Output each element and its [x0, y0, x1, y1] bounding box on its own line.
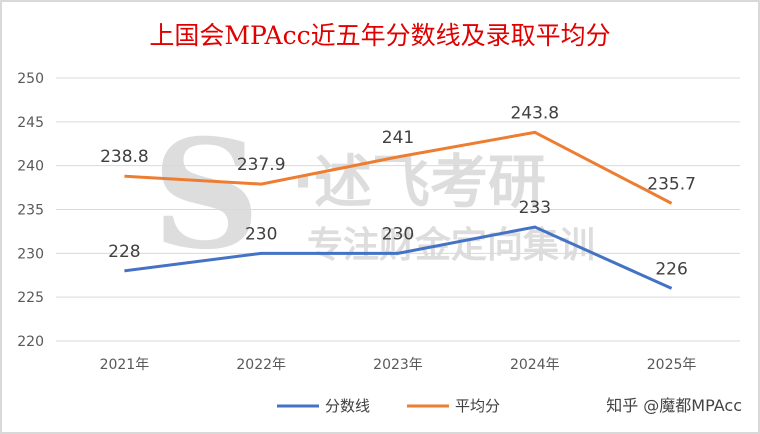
x-tick-label: 2022年 — [236, 357, 286, 373]
data-label: 233 — [519, 198, 551, 218]
svg-text:·述飞考研: ·述飞考研 — [292, 148, 546, 216]
data-label: 237.9 — [237, 155, 286, 175]
x-tick-label: 2021年 — [100, 357, 150, 373]
data-label: 243.8 — [510, 103, 559, 123]
y-tick-label: 245 — [17, 115, 44, 131]
legend-label: 平均分 — [455, 397, 500, 415]
x-tick-label: 2025年 — [647, 357, 697, 373]
data-label: 241 — [382, 128, 414, 148]
svg-text:专注财金定向集训: 专注财金定向集训 — [307, 224, 595, 266]
data-label: 230 — [245, 224, 277, 244]
y-tick-label: 220 — [17, 334, 44, 350]
data-label: 235.7 — [647, 174, 696, 194]
y-tick-label: 225 — [17, 290, 44, 306]
series-line-2 — [124, 130, 673, 205]
y-tick-label: 235 — [17, 203, 44, 219]
x-tick-label: 2023年 — [373, 357, 423, 373]
chart-title: 上国会MPAcc近五年分数线及录取平均分 — [149, 21, 611, 50]
x-tick-label: 2024年 — [510, 357, 560, 373]
legend-label: 分数线 — [325, 397, 370, 415]
data-label: 228 — [108, 242, 140, 262]
y-tick-label: 240 — [17, 159, 44, 175]
y-tick-label: 230 — [17, 246, 44, 262]
source-watermark: 知乎 @魔都MPAcc — [606, 396, 742, 415]
data-label: 226 — [655, 259, 687, 279]
data-label: 230 — [382, 224, 414, 244]
data-label: 238.8 — [100, 147, 149, 167]
y-tick-label: 250 — [17, 71, 44, 87]
series-line-1 — [124, 225, 673, 290]
